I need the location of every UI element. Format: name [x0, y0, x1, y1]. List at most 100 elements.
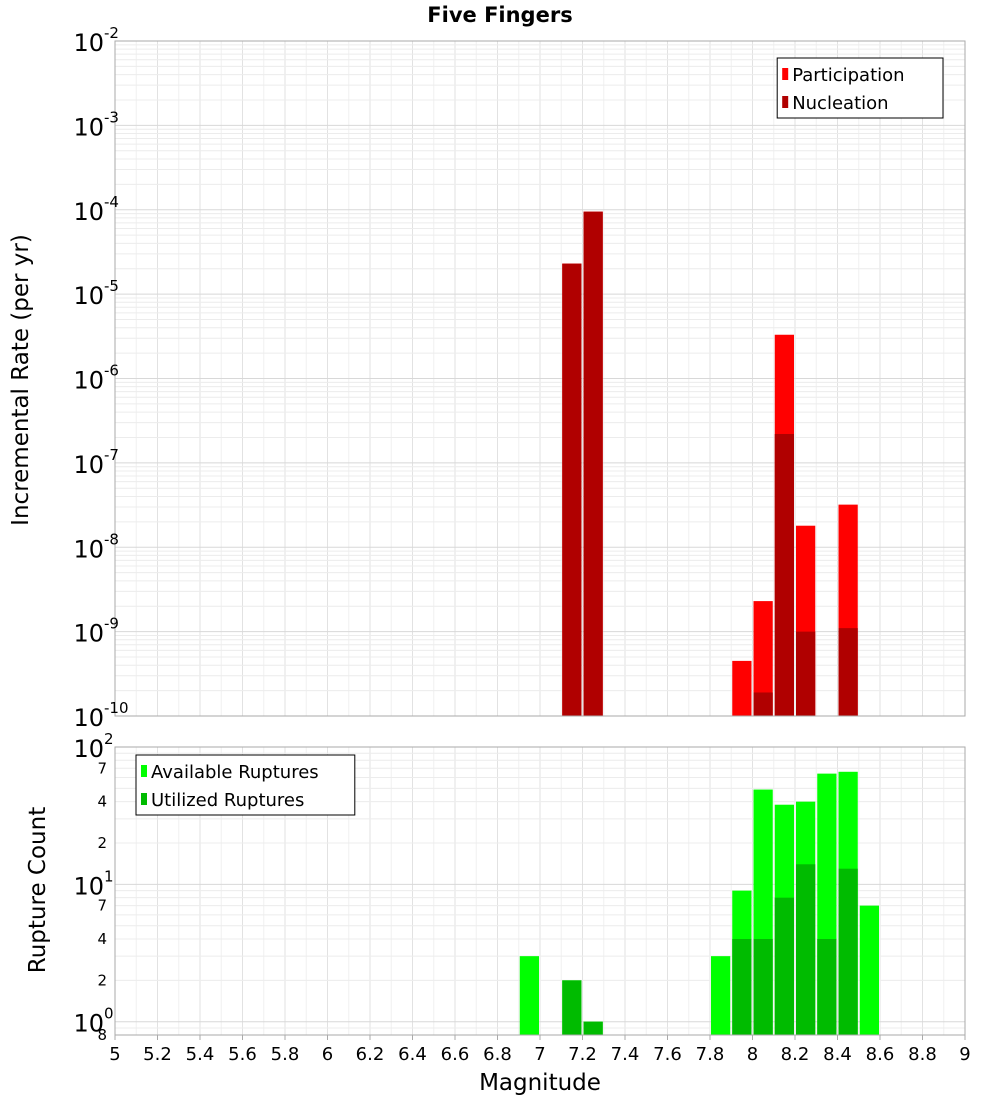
y-tick-exponent: 1: [104, 867, 114, 885]
y-tick-minor: 2: [97, 834, 107, 852]
bottom-y-tick-label: 10 2: [73, 730, 113, 763]
bottom-y-tick-label: 4: [97, 793, 107, 811]
y-tick-minor: 4: [97, 930, 107, 948]
y-tick-exponent: -9: [104, 615, 119, 633]
legend-label: Participation: [792, 65, 904, 86]
legend-box: [135, 754, 356, 816]
x-tick-label: 6.8: [483, 1044, 512, 1065]
top-bar-nucleation: [838, 628, 858, 716]
top-y-tick-label: 10 -6: [73, 362, 119, 395]
x-tick-label: 5.4: [186, 1044, 215, 1065]
y-tick-exponent: 0: [104, 1005, 114, 1023]
x-tick-label: 8: [747, 1044, 758, 1065]
x-tick-labels: 5 5.2 5.4 5.6 5.8 6 6.2 6.4 6.6 6.8 7 7.2 7.4 7.6 7.8 8…: [109, 1035, 971, 1065]
y-tick-base: 10: [73, 198, 104, 226]
top-bar-participation: [732, 660, 752, 716]
bottom-legend: Available Ruptures Utilized Ruptures: [135, 754, 356, 816]
bottom-y-axis-label: Rupture Count: [25, 807, 51, 973]
y-tick-exponent: -10: [104, 699, 129, 717]
bottom-y-tick-label: 7: [97, 897, 107, 915]
top-y-tick-label: 10 -2: [73, 24, 119, 57]
legend-swatch: [782, 68, 789, 80]
top-plot-area: [114, 40, 966, 717]
y-tick-base: 10: [73, 1010, 104, 1038]
x-tick-label: 7.2: [568, 1044, 597, 1065]
bottom-y-tick-label: 10 1: [73, 867, 113, 900]
y-tick-minor: 7: [97, 759, 107, 777]
x-tick-label: 7: [534, 1044, 545, 1065]
legend-label: Available Ruptures: [151, 762, 319, 783]
y-tick-exponent: -7: [104, 446, 119, 464]
top-bar-nucleation: [796, 631, 816, 716]
bottom-bar-utilized-ruptures: [774, 897, 794, 1035]
top-y-tick-label: 10 -10: [73, 699, 128, 732]
top-y-tick-label: 10 -4: [73, 193, 119, 226]
top-y-axis-label: Incremental Rate (per yr): [8, 234, 34, 526]
y-tick-minor: 4: [97, 793, 107, 811]
top-bar-nucleation: [583, 211, 603, 716]
bottom-y-tick-label: 8: [97, 1026, 107, 1044]
x-tick-label: 5: [109, 1044, 120, 1065]
bottom-bar-available-ruptures: [711, 956, 731, 1035]
x-tick-label: 6: [322, 1044, 333, 1065]
y-tick-exponent: -3: [104, 108, 119, 126]
y-tick-exponent: 2: [104, 730, 114, 748]
top-y-tick-label: 10 -3: [73, 108, 119, 141]
y-tick-minor: 7: [97, 897, 107, 915]
top-legend: Participation Nucleation: [776, 57, 944, 119]
y-tick-exponent: -2: [104, 24, 119, 42]
y-tick-base: 10: [73, 620, 104, 648]
y-tick-base: 10: [73, 113, 104, 141]
bottom-bar-utilized-ruptures: [817, 939, 837, 1035]
legend-swatch: [141, 765, 147, 777]
y-tick-exponent: -6: [104, 362, 119, 380]
bottom-bar-available-ruptures: [519, 956, 539, 1035]
bottom-bar-utilized-ruptures: [732, 939, 752, 1035]
bottom-bar-utilized-ruptures: [562, 980, 582, 1035]
legend-label: Utilized Ruptures: [151, 790, 304, 811]
top-y-tick-label: 10 -5: [73, 277, 119, 310]
legend-box: [776, 57, 944, 119]
top-y-tick-label: 10 -9: [73, 615, 119, 648]
chart-title: Five Fingers: [427, 3, 572, 27]
legend-label: Nucleation: [792, 93, 888, 114]
top-y-tick-label: 10 -7: [73, 446, 119, 479]
x-tick-label: 8.6: [866, 1044, 895, 1065]
x-tick-label: 7.8: [696, 1044, 725, 1065]
x-tick-label: 8.4: [823, 1044, 852, 1065]
x-tick-label: 8.8: [908, 1044, 937, 1065]
legend-swatch: [782, 96, 789, 108]
y-tick-base: 10: [73, 704, 104, 732]
top-plot-frame: [114, 40, 966, 717]
y-tick-base: 10: [73, 29, 104, 57]
y-tick-exponent: -8: [104, 530, 119, 548]
x-tick-label: 5.8: [271, 1044, 300, 1065]
x-tick-label: 5.2: [143, 1044, 172, 1065]
bottom-bar-utilized-ruptures: [796, 864, 816, 1035]
bottom-y-tick-label: 2: [97, 834, 107, 852]
y-tick-minor: 2: [97, 971, 107, 989]
y-tick-base: 10: [73, 282, 104, 310]
top-bar-participation: [753, 601, 773, 716]
y-tick-exponent: -4: [104, 193, 119, 211]
y-tick-minor: 8: [97, 1026, 107, 1044]
x-tick-label: 7.4: [611, 1044, 640, 1065]
top-y-tick-label: 10 -8: [73, 530, 119, 563]
x-tick-label: 6.4: [398, 1044, 427, 1065]
y-tick-base: 10: [73, 872, 104, 900]
top-bar-nucleation: [774, 433, 794, 716]
bottom-y-tick-label: 2: [97, 971, 107, 989]
x-axis-label: Magnitude: [479, 1070, 601, 1096]
bottom-bar-utilized-ruptures: [753, 939, 773, 1035]
top-bar-nucleation: [753, 692, 773, 716]
top-bar-nucleation: [562, 263, 582, 716]
x-tick-label: 6.6: [441, 1044, 470, 1065]
bottom-y-tick-label: 7: [97, 759, 107, 777]
bottom-bar-utilized-ruptures: [838, 868, 858, 1035]
x-tick-label: 9: [959, 1044, 970, 1065]
x-tick-label: 5.6: [228, 1044, 257, 1065]
legend-swatch: [141, 793, 147, 805]
bottom-y-tick-label: 10 0: [73, 1005, 113, 1038]
